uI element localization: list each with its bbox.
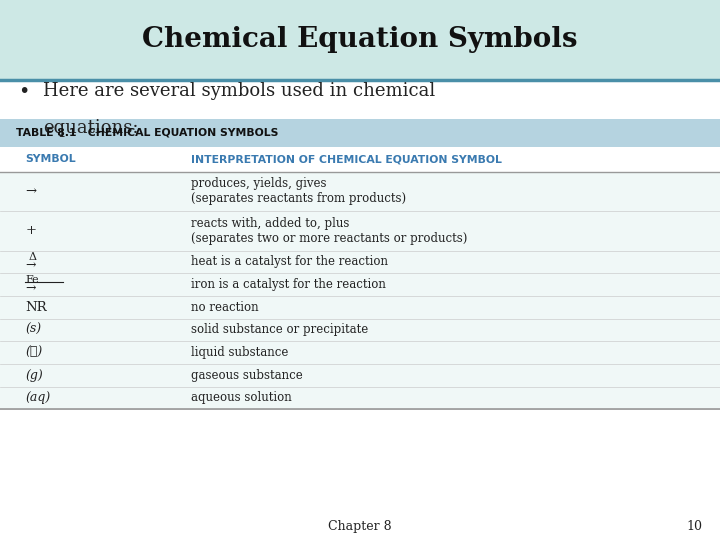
Bar	[0, 0, 720, 80]
Text: TABLE 8.1   CHEMICAL EQUATION SYMBOLS: TABLE 8.1 CHEMICAL EQUATION SYMBOLS	[16, 128, 278, 138]
Text: heat is a catalyst for the reaction: heat is a catalyst for the reaction	[191, 255, 388, 268]
Text: Chapter 8: Chapter 8	[328, 520, 392, 533]
Text: Chemical Equation Symbols: Chemical Equation Symbols	[143, 26, 577, 53]
Text: INTERPRETATION OF CHEMICAL EQUATION SYMBOL: INTERPRETATION OF CHEMICAL EQUATION SYMB…	[191, 154, 502, 164]
Text: NR: NR	[25, 301, 47, 314]
Text: (separates reactants from products): (separates reactants from products)	[191, 192, 406, 206]
Text: produces, yields, gives: produces, yields, gives	[191, 177, 326, 191]
Text: SYMBOL: SYMBOL	[25, 154, 76, 164]
Text: iron is a catalyst for the reaction: iron is a catalyst for the reaction	[191, 278, 386, 291]
Text: +: +	[25, 224, 36, 238]
Text: Δ: Δ	[29, 252, 37, 262]
Text: equations:: equations:	[43, 119, 139, 137]
Text: (aq): (aq)	[25, 392, 50, 404]
Bar	[0, 147, 720, 172]
Text: (g): (g)	[25, 369, 43, 382]
Text: aqueous solution: aqueous solution	[191, 392, 292, 404]
Bar	[0, 119, 720, 147]
Text: →: →	[25, 282, 36, 295]
Text: •: •	[18, 82, 30, 101]
Text: (s): (s)	[25, 323, 41, 336]
Text: Here are several symbols used in chemical: Here are several symbols used in chemica…	[43, 82, 436, 100]
Text: no reaction: no reaction	[191, 301, 258, 314]
Bar	[0, 409, 720, 540]
Text: solid substance or precipitate: solid substance or precipitate	[191, 323, 368, 336]
Text: →: →	[25, 185, 36, 198]
Text: reacts with, added to, plus: reacts with, added to, plus	[191, 217, 349, 230]
Text: gaseous substance: gaseous substance	[191, 369, 302, 382]
Text: (ℓ): (ℓ)	[25, 346, 42, 359]
Text: (separates two or more reactants or products): (separates two or more reactants or prod…	[191, 232, 467, 245]
Bar	[0, 80, 720, 119]
Text: 10: 10	[686, 520, 702, 533]
Text: →: →	[25, 259, 36, 272]
Text: Fe: Fe	[25, 275, 39, 285]
Text: liquid substance: liquid substance	[191, 346, 288, 359]
